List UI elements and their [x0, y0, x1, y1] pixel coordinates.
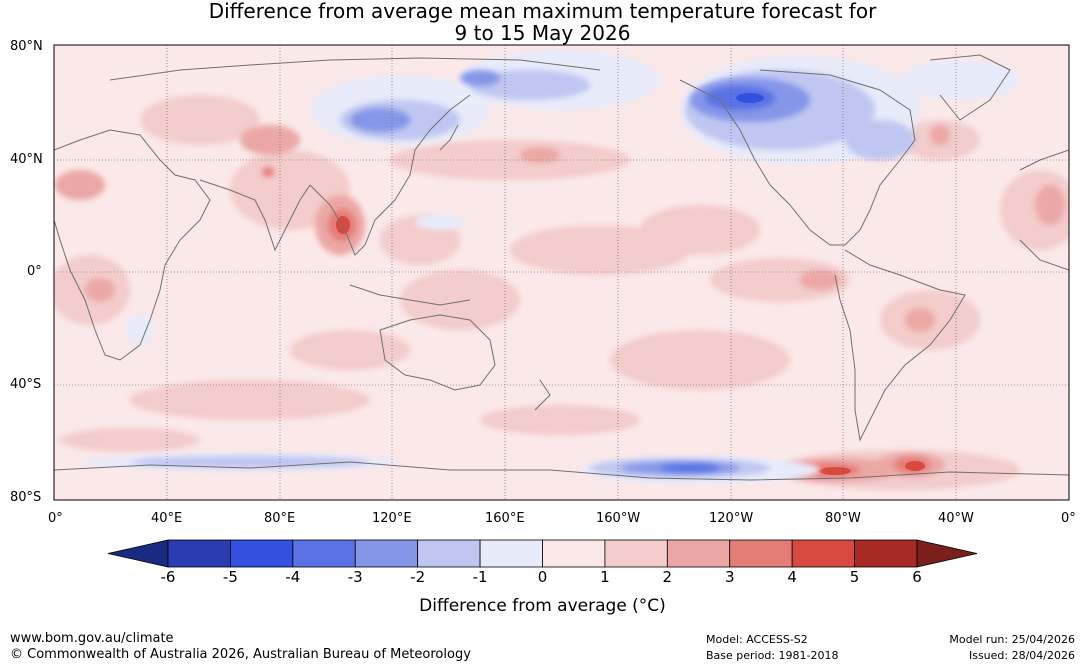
- colorbar-cell: [167, 539, 231, 568]
- map-title-line-2: 9 to 15 May 2026: [454, 21, 631, 45]
- colorbar-cell: [791, 539, 855, 568]
- colorbar-cell: [292, 539, 356, 568]
- footer-model-run: Model run: 25/04/2026: [949, 633, 1075, 646]
- warm-anomaly-moderate: [55, 125, 1065, 482]
- warm-anomaly-light: [54, 95, 1069, 490]
- colorbar-tick-label: -6: [160, 568, 176, 586]
- lat-label-0: 0°: [27, 264, 42, 279]
- lon-label-40w: 40°W: [938, 511, 974, 526]
- colorbar-tick-label: -2: [410, 568, 426, 586]
- coastlines: [54, 54, 1069, 481]
- colorbar-cell: [417, 539, 481, 568]
- lon-label-40e: 40°E: [151, 511, 183, 526]
- lon-label-120w: 120°W: [709, 511, 754, 526]
- colorbar-cell: [604, 539, 668, 568]
- colorbar-cell: [479, 539, 543, 568]
- colorbar-arrow-low: [107, 539, 169, 568]
- lat-label-40s: 40°S: [10, 377, 42, 392]
- colorbar-tick-label: -4: [285, 568, 301, 586]
- cool-anomaly-peak: [736, 93, 764, 103]
- lon-label-160e: 160°E: [485, 511, 525, 526]
- colorbar-arrow-high: [916, 539, 978, 568]
- colorbar-cells: [107, 539, 978, 568]
- colorbar-tick-label: -3: [347, 568, 363, 586]
- colorbar-cell: [729, 539, 793, 568]
- footer-copyright: © Commonwealth of Australia 2026, Austra…: [10, 647, 471, 662]
- map-area: [54, 45, 1069, 500]
- map-gridlines: [54, 45, 1069, 500]
- map-frame: [53, 44, 1070, 501]
- lon-label-80e: 80°E: [264, 511, 296, 526]
- colorbar-tick-label: 1: [600, 568, 610, 586]
- lon-label-160w: 160°W: [596, 511, 641, 526]
- lon-label-80w: 80°W: [825, 511, 861, 526]
- lat-label-80n: 80°N: [10, 39, 43, 54]
- colorbar-cell: [354, 539, 419, 568]
- colorbar-tick-label: 2: [662, 568, 673, 586]
- colorbar-tick-label: -5: [222, 568, 238, 586]
- colorbar-cell: [542, 539, 606, 568]
- colorbar-tick-label: 0: [537, 568, 548, 586]
- lon-label-0-right: 0°: [1061, 511, 1076, 526]
- lat-label-80s: 80°S: [10, 490, 42, 505]
- colorbar-cell: [230, 539, 294, 568]
- lon-label-0-left: 0°: [48, 511, 63, 526]
- map-title-line-1: Difference from average mean maximum tem…: [208, 0, 877, 23]
- colorbar-tick-label: 5: [849, 568, 860, 586]
- colorbar-cell: [666, 539, 731, 568]
- colorbar-label: Difference from average (°C): [419, 596, 666, 616]
- footer-base-period: Base period: 1981-2018: [706, 649, 839, 662]
- footer-issued: Issued: 28/04/2026: [968, 649, 1075, 662]
- lat-label-40n: 40°N: [10, 152, 43, 167]
- footer-website: www.bom.gov.au/climate: [10, 631, 174, 646]
- colorbar-tick-label: 4: [787, 568, 797, 586]
- footer-model: Model: ACCESS-S2: [706, 633, 808, 646]
- colorbar-cell: [854, 539, 918, 568]
- lon-label-120e: 120°E: [372, 511, 412, 526]
- colorbar-tick-label: 6: [912, 568, 922, 586]
- colorbar-tick-label: -1: [472, 568, 488, 586]
- colorbar-tick-label: 3: [724, 568, 735, 586]
